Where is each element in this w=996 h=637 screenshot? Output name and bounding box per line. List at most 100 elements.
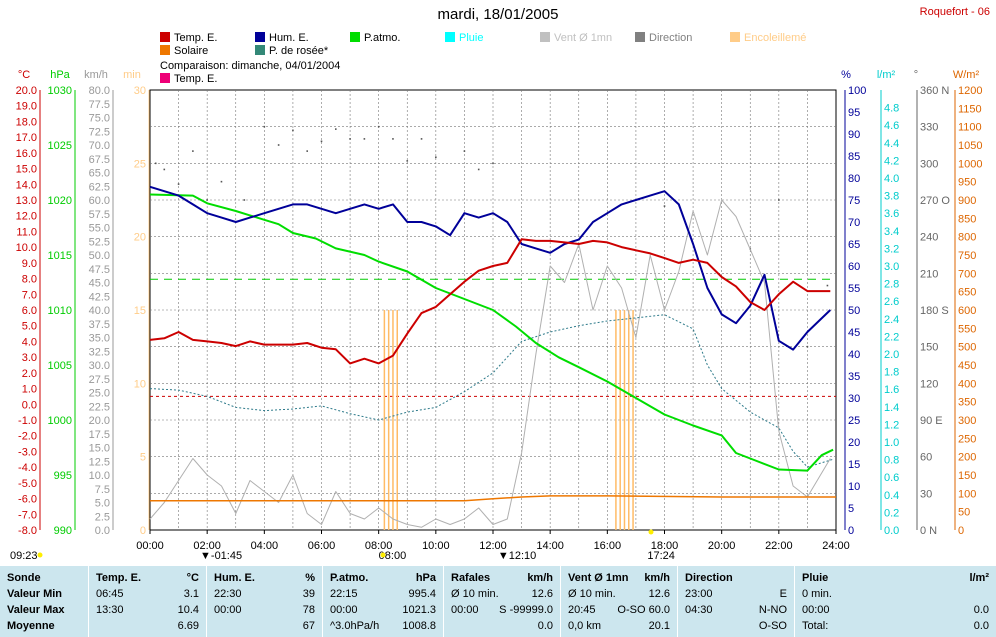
axis-tick-label-humidity: 80 (848, 173, 860, 185)
axis-tick-label-solar: 750 (958, 250, 976, 262)
axis-tick-label-pressure: 990 (54, 525, 72, 537)
time-marker: ▼12:10 (498, 550, 536, 562)
axis-tick-label-temp: -5.0 (18, 478, 37, 490)
axis-tick-label-temp: 18.0 (16, 116, 37, 128)
stats-header-row: Temp. E. °C (89, 570, 207, 586)
x-tick-label: 04:00 (251, 540, 279, 552)
stats-row: 0.0 (444, 618, 561, 634)
axis-tick-label-wind: 12.5 (89, 456, 110, 468)
stats-header: Direction (685, 572, 733, 584)
series-line-hum-e- (149, 185, 831, 351)
axis-tick-label-humidity: 100 (848, 85, 866, 97)
x-tick-label: 22:00 (765, 540, 793, 552)
axis-tick-label-temp: 11.0 (16, 226, 37, 238)
stats-header-row: Rafales km/h (444, 570, 561, 586)
axis-tick-label-temp: 1.0 (22, 384, 37, 396)
axis-tick-label-solar: 1150 (958, 103, 982, 115)
axis-tick-label-wind: 52.5 (89, 236, 110, 248)
legend-item: Encoleillemé (730, 32, 806, 44)
stats-unit: km/h (527, 572, 553, 584)
direction-point (406, 160, 409, 162)
stats-cell-value: E (779, 588, 787, 600)
axis-tick-label-rain: 0.8 (884, 455, 899, 467)
legend-item: P.atmo. (350, 32, 401, 44)
axis-tick-label-solar: 200 (958, 452, 976, 464)
stats-cell-label: 20:45 (568, 604, 596, 616)
axis-tick-label-rain: 4.8 (884, 103, 899, 115)
axis-tick-label-rain: 1.8 (884, 367, 899, 379)
axis-tick-label-temp: 12.0 (16, 211, 37, 223)
legend-swatch (445, 32, 455, 42)
axis-tick-label-temp: 2.0 (22, 368, 37, 380)
axis-tick-label-wind: 17.5 (89, 429, 110, 441)
axis-tick-label-humidity: 35 (848, 371, 860, 383)
x-tick-label: 00:00 (136, 540, 164, 552)
series-line-solaire (150, 495, 836, 502)
axis-unit-wind: km/h (84, 69, 108, 81)
legend-label: P. de rosée* (269, 45, 329, 57)
axis-tick-label-temp: 4.0 (22, 336, 37, 348)
axis-tick-label-wind: 27.5 (89, 374, 110, 386)
legend-item: Temp. E. (160, 73, 217, 85)
axis-tick-label-humidity: 5 (848, 503, 854, 515)
stats-row: 13:30 10.4 (89, 602, 207, 618)
stats-header-row: Pluie l/m² (795, 570, 996, 586)
axis-tick-label-solar: 1200 (958, 85, 982, 97)
stats-unit: hPa (415, 572, 436, 584)
x-tick-label: 12:00 (479, 540, 507, 552)
axis-tick-label-rain: 3.2 (884, 243, 899, 255)
stats-row: ^3.0hPa/h 1008.8 (323, 618, 444, 634)
stats-row: 0,0 km 20.1 (561, 618, 678, 634)
stats-row: Total: 0.0 (795, 618, 996, 634)
stats-row: Valeur Min (0, 586, 88, 602)
stats-header: Rafales (451, 572, 491, 584)
axis-tick-label-direction: 0 N (920, 525, 937, 537)
axis-tick-label-pressure: 1010 (48, 305, 72, 317)
stats-row: 0 min. (795, 586, 996, 602)
axis-tick-label-solar: 150 (958, 470, 976, 482)
stats-cell-value: 67 (302, 620, 315, 632)
axis-tick-label-sunshine: 30 (134, 85, 146, 97)
stats-column: Direction 23:00 E 04:30 N-NO O-SO (677, 566, 795, 637)
stats-cell-label: 06:45 (96, 588, 124, 600)
axis-tick-label-sunshine: 5 (140, 452, 146, 464)
stats-cell-value: 10.4 (177, 604, 199, 616)
direction-point (177, 183, 180, 185)
axis-tick-label-rain: 0.4 (884, 490, 899, 502)
direction-point (778, 199, 780, 201)
legend-item: Hum. E. (255, 32, 309, 44)
stats-row: 00:00 1021.3 (323, 602, 444, 618)
axis-tick-label-rain: 0.0 (884, 525, 899, 537)
axis-tick-label-rain: 3.8 (884, 191, 899, 203)
stats-unit: l/m² (969, 572, 989, 584)
stats-cell-value: 12.6 (648, 588, 670, 600)
axis-tick-label-direction: 300 (920, 158, 938, 170)
legend-swatch (350, 32, 360, 42)
sun-marker (648, 529, 654, 535)
axis-tick-label-humidity: 40 (848, 349, 860, 361)
axis-tick-label-temp: 10.0 (16, 242, 37, 254)
axis-tick-label-rain: 1.6 (884, 384, 899, 396)
legend-label: Hum. E. (269, 32, 309, 44)
stats-cell-label: 00:00 (451, 604, 479, 616)
stats-cell-label: Moyenne (7, 620, 55, 632)
legend-swatch (255, 45, 265, 55)
axis-tick-label-wind: 20.0 (89, 415, 110, 427)
axis-tick-label-temp: 15.0 (16, 164, 37, 176)
axis-tick-label-humidity: 15 (848, 459, 860, 471)
axis-tick-label-temp: 16.0 (16, 148, 37, 160)
x-tick-label: 18:00 (651, 540, 679, 552)
axis-tick-label-temp: 8.0 (22, 274, 37, 286)
stats-cell-value: 995.4 (408, 588, 436, 600)
stats-row: Moyenne (0, 618, 88, 634)
x-tick-label: 02:00 (193, 540, 221, 552)
legend-swatch (730, 32, 740, 42)
stats-cell-value: 1008.8 (402, 620, 436, 632)
direction-point (420, 138, 423, 140)
axis-tick-label-solar: 700 (958, 268, 976, 280)
axis-tick-label-wind: 7.5 (95, 484, 110, 496)
axis-tick-label-rain: 4.2 (884, 155, 899, 167)
stats-cell-label: 22:15 (330, 588, 358, 600)
axis-tick-label-sunshine: 10 (134, 378, 146, 390)
axis-tick-label-rain: 3.6 (884, 208, 899, 220)
